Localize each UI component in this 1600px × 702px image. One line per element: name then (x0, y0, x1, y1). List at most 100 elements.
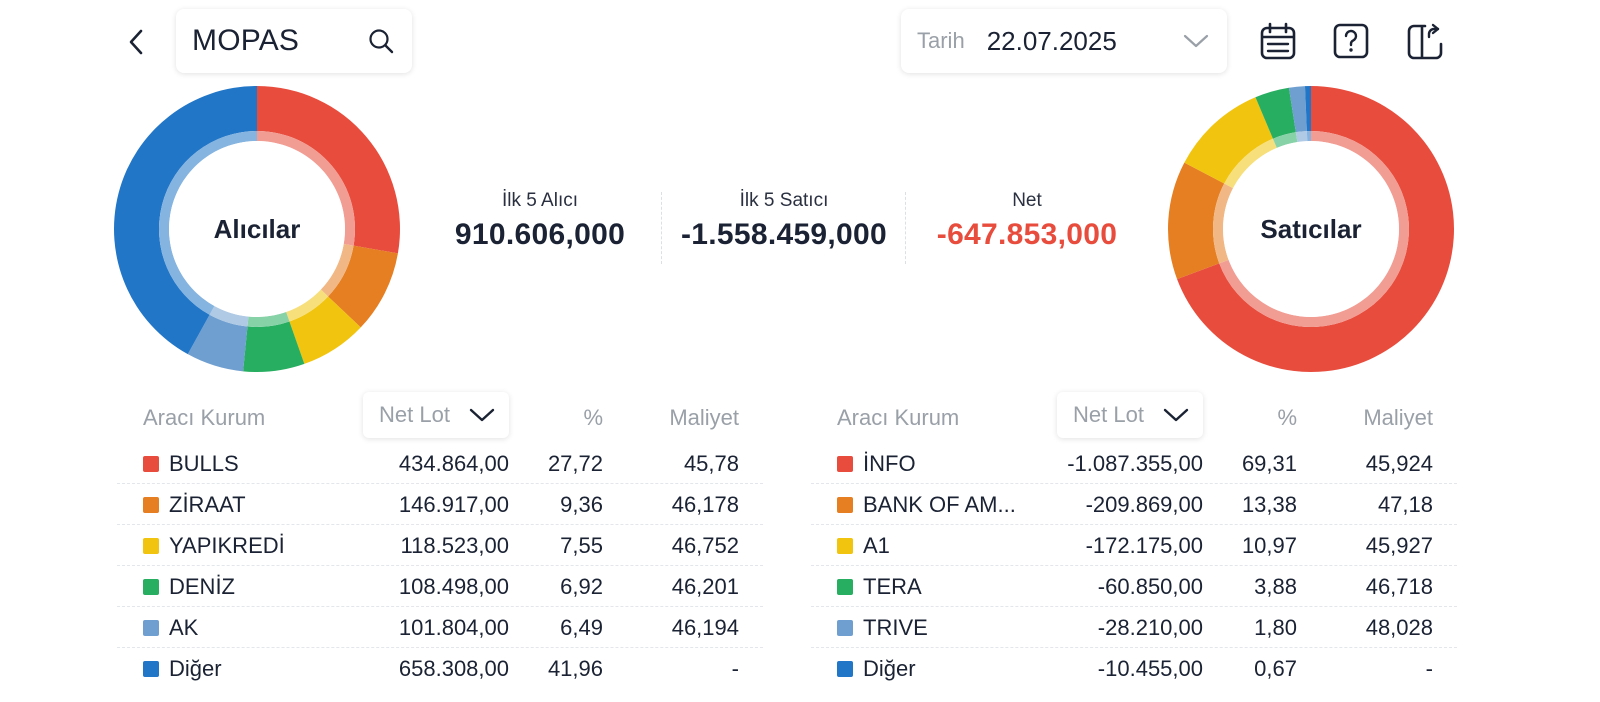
donut-segment (1304, 86, 1311, 132)
legend-swatch (837, 579, 853, 595)
percent: 41,96 (547, 656, 603, 681)
summary-net: Net -647.853,000 (920, 190, 1134, 252)
donut-hole (169, 141, 345, 317)
table-row[interactable]: Diğer 658.308,00 41,96 - (117, 648, 763, 689)
export-button[interactable] (1404, 20, 1446, 62)
table-row[interactable]: DENİZ 108.498,00 6,92 46,201 (117, 566, 763, 607)
date-value[interactable]: 22.07.2025 (986, 25, 1117, 56)
broker-name: TERA (863, 574, 922, 599)
table-row[interactable]: YAPIKREDİ 118.523,00 7,55 46,752 (117, 525, 763, 566)
percent: 0,67 (1254, 656, 1297, 681)
summary-divider (905, 192, 906, 264)
buyers-table: Aracı Kurum Net Lot % Maliyet BULLS 434.8… (117, 391, 763, 689)
broker-name: YAPIKREDİ (169, 533, 285, 558)
broker-name: İNFO (863, 451, 916, 476)
table-row[interactable]: ZİRAAT 146.917,00 9,36 46,178 (117, 484, 763, 525)
table-row[interactable]: AK 101.804,00 6,49 46,194 (117, 607, 763, 648)
percent: 10,97 (1241, 533, 1297, 558)
legend-swatch (837, 456, 853, 472)
cost: 46,201 (671, 574, 739, 599)
chevron-down-icon[interactable] (1181, 26, 1211, 56)
cost: 46,718 (1365, 574, 1433, 599)
column-header-broker: Aracı Kurum (143, 405, 266, 430)
donut-segment-inner (1213, 183, 1234, 264)
table-row[interactable]: BANK OF AM... -209.869,00 13,38 47,18 (811, 484, 1457, 525)
calendar-button[interactable] (1257, 20, 1299, 62)
legend-swatch (143, 456, 159, 472)
table-row[interactable]: BULLS 434.864,00 27,72 45,78 (117, 443, 763, 484)
legend-swatch (143, 661, 159, 677)
table-row[interactable]: İNFO -1.087.355,00 69,31 45,924 (811, 443, 1457, 484)
legend-swatch (143, 579, 159, 595)
sort-dropdown-label: Net Lot (1073, 402, 1144, 427)
legend-swatch (837, 538, 853, 554)
summary-buyers-value: 910.606,000 (454, 218, 626, 251)
chevron-left-icon (129, 29, 143, 55)
net-lot: -1.087.355,00 (1067, 451, 1203, 476)
chevron-down-icon (469, 408, 495, 422)
cost: - (1425, 656, 1433, 681)
column-header-cost: Maliyet (1363, 405, 1433, 430)
question-icon (1333, 23, 1369, 59)
donut-segment-inner (1224, 138, 1277, 189)
percent: 7,55 (560, 533, 603, 558)
buyers-chart-label: Alıcılar (213, 213, 301, 244)
net-lot: 101.804,00 (398, 615, 509, 640)
net-lot: 118.523,00 (400, 533, 509, 558)
search-icon[interactable] (366, 26, 396, 56)
net-lot: 658.308,00 (398, 656, 509, 681)
cost: 48,028 (1365, 615, 1433, 640)
legend-swatch (837, 661, 853, 677)
net-lot: -60.850,00 (1097, 574, 1203, 599)
net-lot: 146.917,00 (398, 492, 509, 517)
percent: 9,36 (560, 492, 603, 517)
sort-dropdown[interactable]: Net Lot (1057, 392, 1203, 438)
sort-dropdown-label: Net Lot (379, 402, 450, 427)
cost: 46,178 (671, 492, 739, 517)
table-row[interactable]: TERA -60.850,00 3,88 46,718 (811, 566, 1457, 607)
cost: 46,752 (671, 533, 739, 558)
column-header-pct: % (1277, 405, 1297, 430)
donut-segment-inner (320, 243, 354, 297)
summary-divider (661, 192, 662, 264)
donut-segment-inner (159, 131, 257, 315)
broker-name: BANK OF AM... (863, 492, 1016, 517)
column-header-pct: % (583, 405, 603, 430)
table-row[interactable]: Diğer -10.455,00 0,67 - (811, 648, 1457, 689)
percent: 27,72 (547, 451, 603, 476)
donut-segment (243, 321, 305, 372)
summary-buyers-label: İlk 5 Alıcı (501, 190, 579, 211)
donut-segment (257, 86, 400, 254)
help-button[interactable] (1330, 20, 1372, 62)
sort-dropdown[interactable]: Net Lot (363, 392, 509, 438)
legend-swatch (143, 497, 159, 513)
legend-swatch (837, 497, 853, 513)
symbol-search[interactable]: MOPAS (176, 9, 412, 73)
cost: 46,194 (671, 615, 739, 640)
donut-hole (1223, 141, 1399, 317)
summary-sellers-value: -1.558.459,000 (680, 218, 888, 251)
table-row[interactable]: A1 -172.175,00 10,97 45,927 (811, 525, 1457, 566)
donut-segment (187, 314, 248, 372)
donut-segment-inner (1295, 131, 1308, 143)
donut-segment (1255, 87, 1296, 139)
table-row[interactable]: TRIVE -28.210,00 1,80 48,028 (811, 607, 1457, 648)
back-button[interactable] (118, 22, 154, 62)
cost: 45,927 (1365, 533, 1433, 558)
broker-name: ZİRAAT (169, 492, 246, 517)
export-icon (1407, 23, 1443, 60)
legend-swatch (837, 620, 853, 636)
donut-segment (1168, 162, 1225, 280)
donut-segment (289, 296, 361, 364)
percent: 6,49 (560, 615, 603, 640)
cost: - (731, 656, 739, 681)
sellers-table-header: Aracı Kurum Net Lot % Maliyet (811, 391, 1457, 443)
donut-segment-inner (286, 289, 329, 322)
symbol-input[interactable]: MOPAS (192, 24, 300, 57)
legend-swatch (143, 538, 159, 554)
sellers-chart-label: Satıcılar (1260, 213, 1362, 244)
donut-segment (328, 245, 398, 328)
date-select[interactable]: Tarih 22.07.2025 (901, 9, 1227, 73)
net-lot: -28.210,00 (1097, 615, 1203, 640)
summary-net-label: Net (1012, 190, 1042, 211)
